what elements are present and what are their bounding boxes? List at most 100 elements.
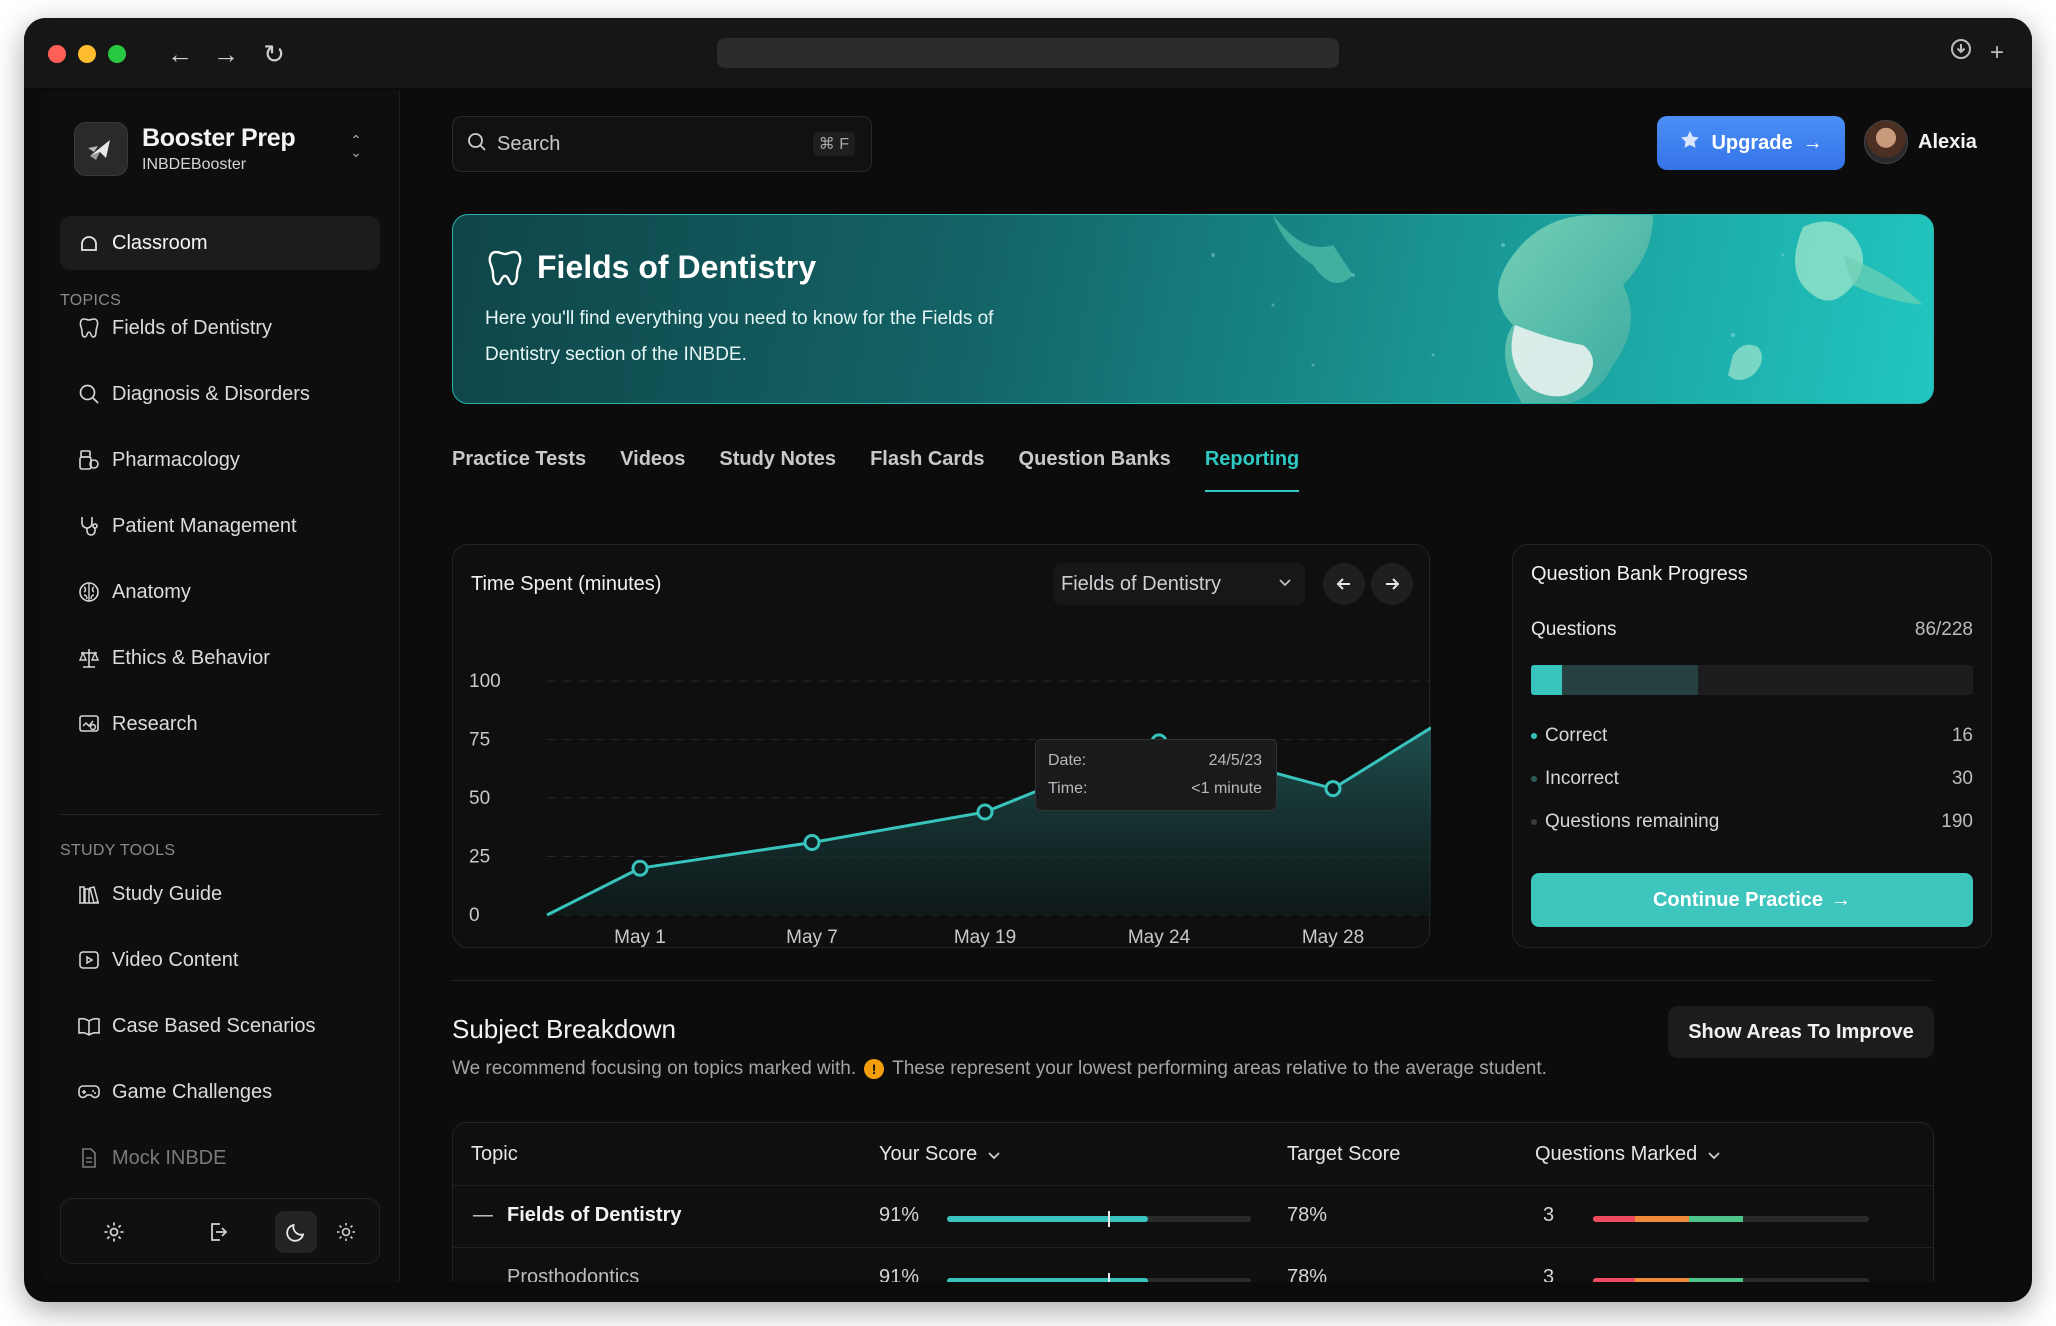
- new-tab-icon[interactable]: +: [1989, 39, 2004, 66]
- data-point[interactable]: [631, 859, 649, 877]
- tab-study-notes[interactable]: Study Notes: [719, 448, 837, 470]
- qb-row-value: 16: [1951, 725, 1973, 746]
- legend-dot: [1531, 732, 1537, 739]
- address-bar[interactable]: [717, 38, 1339, 68]
- marked-segment-green: [1689, 1278, 1743, 1282]
- user-menu[interactable]: Alexia: [1864, 118, 1977, 166]
- settings-gear-icon[interactable]: [93, 1211, 135, 1253]
- data-point[interactable]: [1324, 780, 1342, 798]
- download-icon[interactable]: [1946, 38, 1976, 68]
- logout-icon[interactable]: [197, 1211, 239, 1253]
- x-tick-label: May 19: [954, 927, 1016, 948]
- sidebar-item-video-content[interactable]: Video Content: [60, 933, 380, 987]
- forward-arrow-icon[interactable]: →: [213, 39, 239, 69]
- sidebar-item-classroom[interactable]: Classroom: [60, 216, 380, 270]
- search-shortcut: ⌘ F: [812, 132, 855, 156]
- target-cell: 78%: [1287, 1266, 1328, 1282]
- sidebar-item-fields-of-dentistry[interactable]: Fields of Dentistry: [60, 301, 380, 355]
- dark-mode-moon-icon[interactable]: [275, 1211, 317, 1253]
- chart-prev-button[interactable]: [1323, 563, 1365, 605]
- x-tick-label: May 24: [1128, 927, 1191, 948]
- chart-next-button[interactable]: [1371, 563, 1413, 605]
- sidebar-item-anatomy[interactable]: Anatomy: [60, 565, 380, 619]
- th-your-score[interactable]: Your Score: [879, 1143, 1001, 1166]
- tooltip-time-label: Time:: [1048, 780, 1088, 797]
- th-questions-marked-label: Questions Marked: [1535, 1143, 1698, 1165]
- upgrade-button[interactable]: Upgrade →: [1657, 116, 1845, 170]
- brand-switcher[interactable]: Booster Prep INBDEBooster ⌃ ⌄: [74, 122, 374, 180]
- search-box[interactable]: ⌘ F: [452, 116, 872, 172]
- tab-flash-cards[interactable]: Flash Cards: [870, 448, 985, 470]
- sidebar-divider: [60, 814, 380, 815]
- sidebar-item-label: Mock INBDE: [112, 1146, 227, 1169]
- maximize-window-button[interactable]: [108, 45, 126, 63]
- y-tick-label: 50: [469, 788, 490, 809]
- sidebar-item-patient-management[interactable]: Patient Management: [60, 499, 380, 553]
- subject-table: Topic Your Score Target Score Questions …: [452, 1122, 1934, 1282]
- y-tick-label: 0: [469, 905, 480, 926]
- qb-questions-row: Questions 86/228: [1531, 615, 1973, 645]
- arrow-left-icon: [1336, 578, 1350, 590]
- brand-subtitle: INBDEBooster: [142, 156, 247, 173]
- th-questions-marked[interactable]: Questions Marked: [1535, 1143, 1721, 1166]
- sidebar-item-pharmacology[interactable]: Pharmacology: [60, 433, 380, 487]
- data-point[interactable]: [803, 833, 821, 851]
- title-bar: ← → ↻ +: [24, 18, 2032, 88]
- chevron-down-icon: [988, 1151, 1000, 1159]
- y-tick-label: 75: [469, 730, 490, 751]
- th-target-score[interactable]: Target Score: [1287, 1143, 1400, 1166]
- sidebar-item-case-based-scenarios[interactable]: Case Based Scenarios: [60, 999, 380, 1053]
- show-areas-to-improve-button[interactable]: Show Areas To Improve: [1668, 1006, 1934, 1058]
- back-arrow-icon[interactable]: ←: [167, 39, 193, 69]
- time-spent-chart: 100 75 50 25 0 May 1 May 7 May 19 May 24 May 28: [469, 671, 1431, 948]
- table-row[interactable]: — Fields of Dentistry 91% 78% 3: [453, 1185, 1933, 1247]
- sidebar-item-research[interactable]: Research: [60, 697, 380, 751]
- pills-icon: [76, 447, 102, 473]
- sidebar-item-study-guide[interactable]: Study Guide: [60, 867, 380, 921]
- marked-bar: [1593, 1278, 1869, 1282]
- avatar: [1864, 120, 1908, 164]
- content-tabs: Practice Tests Videos Study Notes Flash Car…: [452, 448, 1300, 492]
- target-marker: [1108, 1273, 1111, 1282]
- qb-row-incorrect: Incorrect 30: [1531, 764, 1973, 794]
- reload-icon[interactable]: ↻: [263, 39, 285, 69]
- marked-bar: [1593, 1216, 1869, 1222]
- collapse-toggle[interactable]: —: [473, 1204, 493, 1226]
- sidebar-item-label: Diagnosis & Disorders: [112, 382, 310, 405]
- table-row[interactable]: Prosthodontics 91% 78% 3: [453, 1247, 1933, 1282]
- qb-progress-bar: [1531, 665, 1973, 695]
- sidebar-item-mock-inbde[interactable]: Mock INBDE: [60, 1131, 380, 1185]
- sidebar-item-label: Fields of Dentistry: [112, 316, 273, 339]
- score-fill: [947, 1278, 1148, 1282]
- tab-reporting[interactable]: Reporting: [1204, 448, 1300, 492]
- sidebar-item-game-challenges[interactable]: Game Challenges: [60, 1065, 380, 1119]
- sidebar-item-diagnosis-and-disorders[interactable]: Diagnosis & Disorders: [60, 367, 380, 421]
- legend-dot: [1531, 818, 1537, 825]
- topic-cell: Prosthodontics: [507, 1266, 640, 1282]
- continue-practice-button[interactable]: Continue Practice →: [1531, 873, 1973, 927]
- qb-row-label: Correct: [1531, 725, 1607, 747]
- score-bar: [947, 1211, 1251, 1227]
- close-window-button[interactable]: [48, 45, 66, 63]
- tab-videos[interactable]: Videos: [620, 448, 686, 470]
- data-point[interactable]: [976, 803, 994, 821]
- sidebar-item-ethics-and-behavior[interactable]: Ethics & Behavior: [60, 631, 380, 685]
- chevron-down-icon: [1277, 573, 1293, 596]
- light-mode-sun-icon[interactable]: [325, 1211, 367, 1253]
- tab-practice-tests[interactable]: Practice Tests: [452, 448, 587, 470]
- topic-filter-select[interactable]: Fields of Dentistry: [1053, 563, 1305, 605]
- chevron-down-icon: [1708, 1151, 1720, 1159]
- chevron-up-down-icon[interactable]: ⌃ ⌄: [350, 132, 362, 160]
- sidebar-item-label: Video Content: [112, 948, 239, 971]
- minimize-window-button[interactable]: [78, 45, 96, 63]
- tooltip-date-value: 24/5/23: [1208, 752, 1262, 769]
- marked-segment-orange: [1635, 1278, 1689, 1282]
- app-container: Booster Prep INBDEBooster ⌃ ⌄ Classroom T…: [40, 90, 2016, 1282]
- th-topic[interactable]: Topic: [471, 1143, 518, 1166]
- tab-question-banks[interactable]: Question Banks: [1018, 448, 1171, 470]
- marked-cell: 3: [1543, 1204, 1555, 1226]
- search-input[interactable]: [497, 132, 797, 156]
- qb-correct-fill: [1531, 665, 1563, 695]
- topics-heading: TOPICS: [60, 292, 122, 309]
- continue-label: Continue Practice: [1652, 888, 1824, 911]
